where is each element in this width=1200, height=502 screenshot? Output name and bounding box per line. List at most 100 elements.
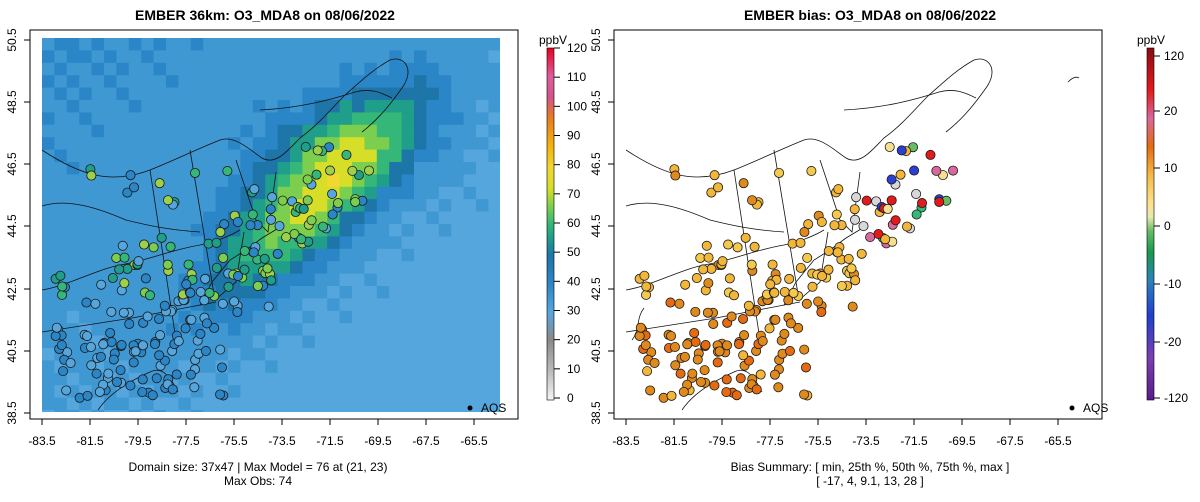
heatmap-cell: [339, 410, 353, 412]
heatmap-cell: [352, 323, 365, 336]
heatmap-cell: [277, 410, 291, 412]
heatmap-cell: [476, 75, 489, 88]
y-tick-label: 50.5: [5, 28, 19, 52]
heatmap-cell: [290, 261, 303, 274]
heatmap-cell: [91, 224, 105, 237]
heatmap-cell: [339, 273, 353, 287]
aqs-site-marker: [682, 339, 693, 350]
heatmap-cell: [265, 385, 278, 398]
heatmap-cell: [463, 385, 477, 398]
heatmap-cell: [42, 261, 55, 274]
heatmap-cell: [352, 124, 365, 138]
aqs-site-marker: [764, 323, 775, 334]
heatmap-cell: [339, 124, 353, 138]
aqs-site-marker: [65, 357, 76, 368]
heatmap-cell: [104, 397, 117, 411]
heatmap-cell: [166, 211, 179, 225]
heatmap-cell: [364, 310, 378, 324]
y-tick-label: 42.5: [589, 277, 603, 301]
heatmap-cell: [414, 360, 427, 374]
heatmap-cell: [128, 410, 142, 412]
heatmap-cell: [91, 100, 105, 113]
heatmap-cell: [54, 224, 68, 237]
heatmap-cell: [339, 348, 353, 361]
heatmap-cell: [203, 162, 216, 175]
heatmap-cell: [178, 397, 192, 411]
aqs-site-marker: [103, 368, 114, 379]
heatmap-cell: [252, 310, 266, 324]
heatmap-cell: [451, 397, 464, 411]
heatmap-cell: [240, 348, 254, 361]
heatmap-cell: [203, 112, 216, 126]
heatmap-cell: [389, 298, 402, 312]
heatmap-cell: [314, 385, 328, 398]
aqs-site-marker: [209, 322, 220, 333]
aqs-site-marker: [714, 346, 725, 357]
heatmap-cell: [438, 360, 452, 374]
aqs-site-marker: [130, 346, 141, 357]
aqs-site-marker: [702, 307, 713, 318]
aqs-site-marker: [306, 215, 317, 226]
heatmap-cell: [401, 372, 415, 386]
aqs-site-marker: [201, 318, 212, 329]
heatmap-cell: [438, 385, 452, 398]
x-tick-label: -77.5: [756, 434, 784, 448]
heatmap-cell: [414, 410, 427, 412]
heatmap-cell: [66, 273, 80, 287]
aqs-site-marker: [124, 318, 135, 329]
heatmap-cell: [451, 87, 464, 101]
heatmap-cell: [104, 410, 117, 412]
heatmap-cell: [401, 50, 415, 64]
heatmap-cell: [376, 397, 390, 411]
aqs-site-marker: [51, 322, 62, 333]
colorbar-tick-label: 70: [567, 187, 581, 201]
colorbar-tick-label: 0: [567, 391, 574, 405]
heatmap-cell: [426, 360, 440, 374]
heatmap-cell: [178, 360, 192, 374]
aqs-site-marker: [148, 242, 159, 253]
aqs-site-marker: [689, 327, 700, 338]
heatmap-cell: [54, 162, 68, 175]
heatmap-cell: [66, 248, 80, 262]
heatmap-cell: [302, 360, 316, 374]
heatmap-cell: [153, 162, 167, 175]
heatmap-cell: [376, 162, 390, 175]
heatmap-cell: [389, 286, 402, 299]
heatmap-cell: [203, 75, 216, 88]
heatmap-cell: [339, 372, 353, 386]
aqs-site-marker: [779, 328, 790, 339]
heatmap-cell: [240, 335, 254, 349]
aqs-site-marker: [909, 165, 920, 176]
heatmap-cell: [178, 124, 192, 138]
heatmap-cell: [463, 174, 477, 188]
panel-bias-title: EMBER bias: O3_MDA8 on 08/06/2022: [744, 7, 996, 23]
aqs-site-marker: [634, 330, 645, 341]
heatmap-cell: [488, 137, 500, 150]
heatmap-cell: [414, 211, 427, 225]
heatmap-cell: [364, 385, 378, 398]
heatmap-cell: [327, 149, 340, 163]
heatmap-cell: [79, 149, 92, 163]
heatmap-cell: [339, 75, 353, 88]
heatmap-cell: [327, 286, 340, 299]
aqs-site-marker: [223, 281, 234, 292]
heatmap-cell: [42, 248, 55, 262]
heatmap-cell: [401, 199, 415, 212]
heatmap-cell: [240, 137, 254, 150]
heatmap-cell: [364, 100, 378, 113]
heatmap-cell: [265, 112, 278, 126]
heatmap-cell: [190, 87, 204, 101]
panel-model: EMBER 36km: O3_MDA8 on 08/06/2022 -83.5 …: [5, 7, 587, 488]
heatmap-cell: [215, 87, 229, 101]
heatmap-cell: [290, 62, 303, 76]
heatmap-cell: [141, 298, 154, 312]
heatmap-cell: [314, 211, 328, 225]
aqs-site-marker: [795, 262, 806, 273]
heatmap-cell: [153, 124, 167, 138]
heatmap-cell: [476, 149, 489, 163]
heatmap-cell: [451, 248, 464, 262]
ozone-heatmap: [42, 38, 500, 412]
aqs-site-marker: [147, 390, 158, 401]
heatmap-cell: [327, 335, 340, 349]
heatmap-cell: [438, 224, 452, 237]
